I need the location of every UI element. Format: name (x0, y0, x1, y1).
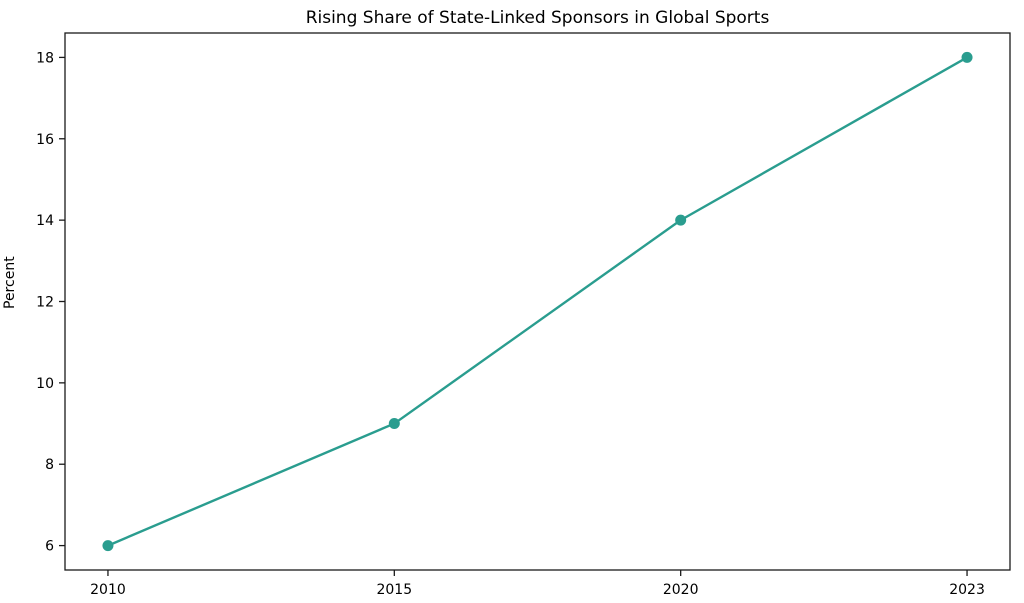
data-point (102, 540, 114, 552)
x-tick-label: 2023 (949, 582, 985, 598)
data-point (388, 418, 400, 430)
data-point (961, 51, 973, 63)
data-line (107, 56, 968, 547)
y-tick-label: 6 (45, 539, 54, 555)
x-tick-label: 2010 (90, 582, 126, 598)
y-tick-label: 14 (36, 213, 54, 229)
x-tick-label: 2015 (376, 582, 412, 598)
y-tick-label: 16 (36, 132, 54, 148)
y-tick-label: 12 (36, 295, 54, 311)
y-tick-label: 8 (45, 457, 54, 473)
y-tick-label: 18 (36, 50, 54, 66)
data-point (675, 214, 687, 226)
x-tick-label: 2020 (663, 582, 699, 598)
chart-title: Rising Share of State-Linked Sponsors in… (305, 8, 770, 28)
y-tick-label: 10 (36, 376, 54, 392)
